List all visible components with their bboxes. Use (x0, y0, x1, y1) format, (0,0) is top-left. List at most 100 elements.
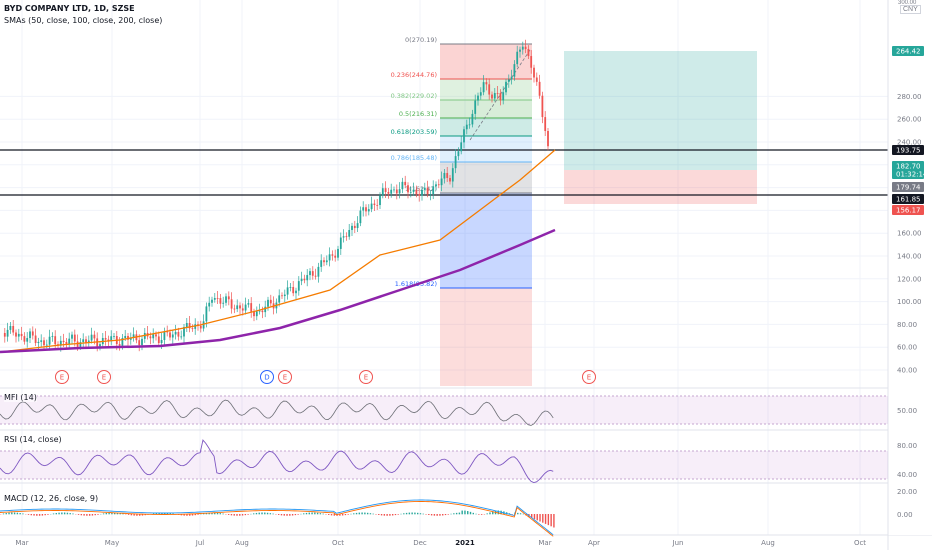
price-tag[interactable]: 01:32:14 (892, 169, 928, 179)
macd-hist-bar (428, 514, 430, 516)
macd-hist-bar (208, 512, 210, 515)
macd-hist-bar (255, 512, 258, 515)
candle-body (429, 194, 432, 195)
symbol-title[interactable]: BYD COMPANY LTD, 1D, SZSE (4, 4, 135, 13)
price-axis-tick: 80.00 (897, 321, 917, 329)
mfi-label[interactable]: MFI (14) (4, 393, 37, 402)
time-axis-label: Aug (761, 539, 775, 547)
candle-body (15, 332, 17, 337)
candle-body (211, 299, 213, 303)
fib-zone (440, 44, 532, 79)
candle-body (334, 255, 337, 258)
candle-body (384, 188, 387, 193)
candle-body (460, 142, 463, 152)
event-marker-earnings[interactable]: E (582, 370, 596, 384)
macd-hist-bar (436, 514, 438, 516)
price-axis-tick: 120.00 (897, 275, 922, 283)
time-axis-label: Jun (672, 539, 684, 547)
macd-hist-bar (283, 514, 285, 516)
candle-body (113, 336, 115, 337)
event-marker-earnings[interactable]: E (278, 370, 292, 384)
macd-hist-bar (158, 512, 160, 515)
macd-hist-bar (439, 514, 441, 516)
macd-hist-bar (261, 512, 263, 515)
event-marker-earnings[interactable]: E (359, 370, 373, 384)
macd-hist-bar (405, 512, 408, 515)
candle-body (45, 344, 48, 346)
macd-hist-bar (339, 514, 341, 516)
price-tag[interactable]: 156.17 (892, 205, 924, 215)
candle-body (499, 93, 502, 101)
candle-body (68, 338, 71, 345)
time-axis-label: Mar (538, 539, 551, 547)
price-tag[interactable]: 179.74 (892, 182, 924, 192)
macd-hist-bar (333, 514, 335, 516)
currency-label[interactable]: CNY (900, 5, 921, 14)
candle-body (457, 151, 460, 157)
macd-hist-bar (316, 512, 319, 515)
candle-body (225, 296, 227, 303)
price-tag-label: 193.75 (896, 147, 921, 155)
macd-hist-bar (216, 512, 219, 515)
candle-body (292, 286, 295, 294)
event-marker-dividend[interactable]: D (260, 370, 274, 384)
candle-body (463, 129, 465, 143)
candle-body (141, 338, 143, 346)
macd-hist-bar (394, 514, 397, 516)
fib-level-label: 0.5(216.31) (399, 110, 437, 118)
macd-hist-bar (63, 512, 66, 515)
macd-hist-bar (308, 512, 310, 515)
rsi-label[interactable]: RSI (14, close) (4, 435, 62, 444)
event-circle (97, 370, 111, 384)
event-marker-earnings[interactable]: E (97, 370, 111, 384)
candle-body (157, 336, 160, 344)
time-axis-label: 2021 (455, 539, 475, 547)
macd-hist-bar (155, 512, 158, 515)
candle-body (188, 322, 191, 329)
macd-hist-bar (364, 512, 366, 515)
macd-hist-bar (5, 513, 7, 515)
macd-hist-bar (530, 514, 533, 518)
sma-indicator-label[interactable]: SMAs (50, close, 100, close, 200, close) (4, 16, 163, 25)
candle-body (527, 49, 530, 57)
candle-body (519, 49, 521, 52)
price-tag[interactable]: 264.42 (892, 46, 924, 56)
candle-body (169, 332, 171, 338)
macd-histogram (0, 510, 555, 528)
fib-level-label: 1(162.42) (405, 185, 437, 193)
time-axis-label: Oct (854, 539, 866, 547)
time-axis: Mar May Jul Aug Oct Dec 2021 Mar Apr Jun Aug Oct (15, 539, 866, 547)
candle-body (160, 340, 163, 344)
candle-body (303, 278, 306, 281)
candle-body (530, 56, 533, 68)
macd-hist-bar (497, 510, 500, 515)
macd-hist-bar (444, 514, 447, 516)
macd-hist-bar (136, 514, 138, 516)
candle-body (325, 260, 328, 263)
price-tag[interactable]: 193.75 (892, 145, 924, 155)
candle-body (129, 337, 132, 340)
price-tag[interactable]: 161.85 (892, 194, 924, 204)
macd-hist-bar (11, 512, 13, 515)
candle-body (213, 298, 216, 300)
macd-hist-bar (453, 513, 455, 515)
macd-hist-bar (366, 512, 369, 515)
macd-label[interactable]: MACD (12, 26, close, 9) (4, 494, 99, 503)
macd-hist-bar (411, 512, 413, 515)
macd-hist-bar (41, 514, 44, 516)
candle-body (216, 298, 219, 299)
candle-body (524, 46, 527, 50)
macd-line (0, 499, 554, 536)
event-marker-earnings[interactable]: E (55, 370, 69, 384)
macd-hist-bar (547, 514, 550, 526)
mfi-line (0, 399, 554, 426)
price-tag[interactable]: 182.70 (892, 161, 924, 171)
macd-hist-bar (425, 514, 427, 515)
candle-body (479, 92, 482, 96)
candle-body (381, 188, 384, 196)
macd-hist-bar (19, 513, 21, 515)
macd-hist-bar (214, 512, 216, 515)
candle-body (359, 210, 362, 224)
